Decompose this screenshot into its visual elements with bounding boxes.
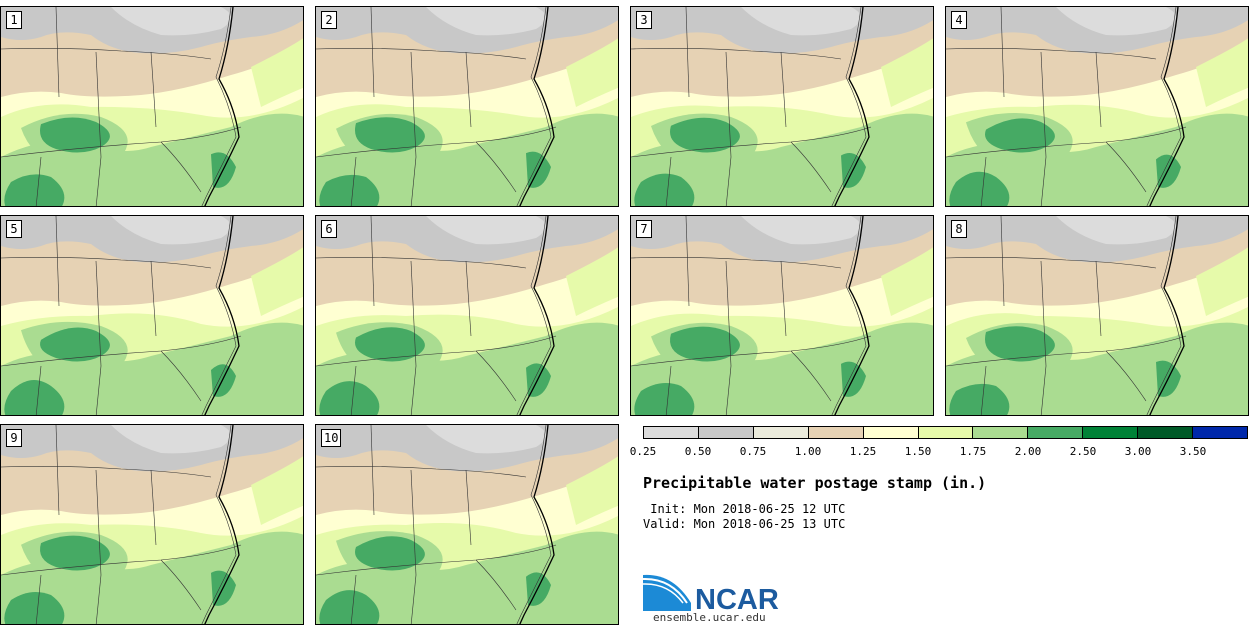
ncar-logo: NCAR xyxy=(642,571,793,621)
colorbar-tick-label: 2.50 xyxy=(1069,445,1097,458)
member-panel: 10 xyxy=(315,424,619,625)
colorbar xyxy=(643,426,1248,439)
member-number-label: 9 xyxy=(6,429,22,447)
precip-water-map xyxy=(631,7,933,206)
colorbar-tick-label: 1.50 xyxy=(904,445,932,458)
colorbar-bin xyxy=(1083,427,1139,438)
member-panel: 7 xyxy=(630,215,934,416)
colorbar-tick-label: 3.00 xyxy=(1124,445,1152,458)
precip-water-map xyxy=(1,7,303,206)
colorbar-tick-label: 1.00 xyxy=(794,445,822,458)
colorbar-tick-label: 0.50 xyxy=(684,445,712,458)
precip-water-map xyxy=(316,425,618,624)
colorbar-tick-label: 3.50 xyxy=(1179,445,1207,458)
member-panel: 9 xyxy=(0,424,304,625)
colorbar-tick-label: 0.25 xyxy=(629,445,657,458)
member-panel: 6 xyxy=(315,215,619,416)
member-number-label: 4 xyxy=(951,11,967,29)
svg-text:NCAR: NCAR xyxy=(695,584,779,616)
ncar-url: ensemble.ucar.edu xyxy=(653,611,766,624)
precip-water-map xyxy=(1,216,303,415)
map-title: Precipitable water postage stamp (in.) xyxy=(643,474,987,492)
precip-water-map xyxy=(946,216,1248,415)
member-panel: 1 xyxy=(0,6,304,207)
colorbar-legend: 0.25 0.50 0.75 1.00 1.25 1.50 1.75 2.00 2.50 3.00… xyxy=(630,426,1248,466)
member-number-label: 6 xyxy=(321,220,337,238)
member-number-label: 8 xyxy=(951,220,967,238)
member-number-label: 5 xyxy=(6,220,22,238)
colorbar-bin xyxy=(808,427,864,438)
member-panel: 3 xyxy=(630,6,934,207)
member-panel: 4 xyxy=(945,6,1249,207)
member-number-label: 3 xyxy=(636,11,652,29)
precip-water-map xyxy=(631,216,933,415)
colorbar-tick-label: 0.75 xyxy=(739,445,767,458)
precip-water-map xyxy=(946,7,1248,206)
colorbar-bin xyxy=(644,427,699,438)
member-panel: 2 xyxy=(315,6,619,207)
colorbar-bin xyxy=(698,427,754,438)
colorbar-bin xyxy=(1028,427,1084,438)
precip-water-map xyxy=(316,7,618,206)
init-time: Init: Mon 2018-06-25 12 UTC xyxy=(643,502,846,516)
colorbar-bin xyxy=(973,427,1029,438)
colorbar-bin xyxy=(863,427,919,438)
valid-time: Valid: Mon 2018-06-25 13 UTC xyxy=(643,517,846,531)
colorbar-bin xyxy=(1138,427,1194,438)
member-number-label: 10 xyxy=(321,429,342,447)
colorbar-bin xyxy=(918,427,974,438)
precip-water-map xyxy=(316,216,618,415)
colorbar-bin xyxy=(1193,427,1247,438)
colorbar-tick-label: 1.75 xyxy=(959,445,987,458)
member-number-label: 7 xyxy=(636,220,652,238)
member-number-label: 2 xyxy=(321,11,337,29)
member-panel: 8 xyxy=(945,215,1249,416)
colorbar-bin xyxy=(753,427,809,438)
precip-water-map xyxy=(1,425,303,624)
member-number-label: 1 xyxy=(6,11,22,29)
colorbar-tick-label: 2.00 xyxy=(1014,445,1042,458)
member-panel: 5 xyxy=(0,215,304,416)
colorbar-tick-label: 1.25 xyxy=(849,445,877,458)
